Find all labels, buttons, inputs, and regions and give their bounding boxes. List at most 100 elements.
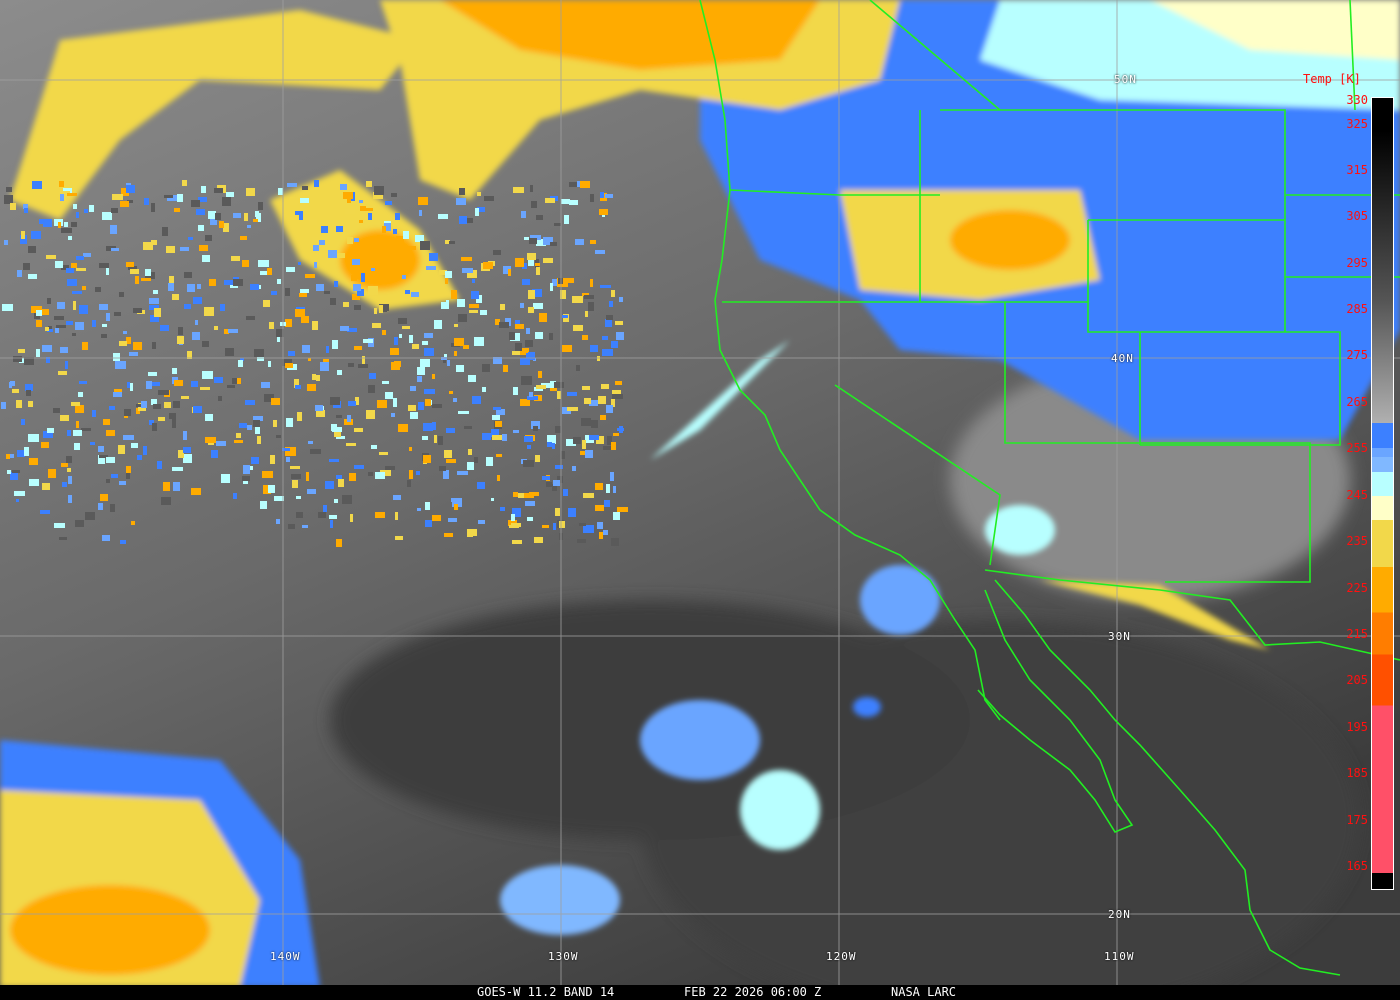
cloud-speckle — [163, 482, 170, 491]
cloud-speckle — [48, 326, 52, 329]
cloud-speckle — [184, 304, 191, 309]
cloud-speckle — [438, 214, 448, 219]
cloud-speckle — [195, 320, 198, 325]
cloud-speckle — [33, 185, 39, 189]
cloud-speckle — [10, 472, 18, 480]
cloud-speckle — [491, 429, 499, 437]
cloud-speckle — [12, 470, 20, 473]
cloud-speckle — [320, 362, 329, 371]
colorbar-tick-label: 175 — [1346, 813, 1368, 827]
cloud-speckle — [46, 357, 50, 363]
cloud-speckle — [177, 336, 184, 344]
cloud-speckle — [533, 303, 543, 309]
cloud-speckle — [76, 268, 86, 271]
cloud-speckle — [416, 471, 420, 475]
cloud-speckle — [533, 426, 538, 431]
cloud-speckle — [617, 507, 628, 512]
cloud-speckle — [472, 529, 477, 536]
cloud-speckle — [446, 459, 456, 463]
cloud-speckle — [334, 432, 341, 437]
cloud-speckle — [17, 270, 22, 277]
cloud-speckle — [454, 351, 457, 356]
cloud-speckle — [247, 225, 251, 228]
cloud-speckle — [405, 246, 416, 250]
cloud-speckle — [133, 308, 142, 313]
cloud-speckle — [468, 449, 472, 455]
cloud-speckle — [268, 361, 271, 367]
cloud-speckle — [146, 381, 152, 389]
cloud-speckle — [148, 372, 157, 376]
cloud-speckle — [126, 185, 135, 193]
cloud-speckle — [382, 381, 389, 384]
cloud-speckle — [244, 213, 248, 221]
lon-label-130w: 130W — [548, 950, 579, 963]
cloud-speckle — [583, 493, 594, 498]
cloud-speckle — [196, 209, 205, 215]
cloud-speckle — [67, 193, 77, 196]
cloud-speckle — [475, 208, 479, 216]
cloud-speckle — [29, 458, 38, 465]
cloud-speckle — [515, 320, 520, 324]
cloud-speckle — [580, 181, 590, 188]
cloud-speckle — [230, 285, 238, 288]
cloud-speckle — [446, 300, 449, 308]
cloud-speckle — [542, 525, 549, 528]
cloud-speckle — [526, 328, 530, 334]
cloud-speckle — [269, 322, 274, 329]
cloud-speckle — [99, 263, 109, 268]
cloud-speckle — [76, 421, 79, 428]
cloud-speckle — [579, 523, 586, 526]
cloud-speckle — [599, 532, 603, 539]
cloud-speckle — [256, 213, 261, 222]
cloud-speckle — [562, 315, 568, 318]
cloud-speckle — [209, 279, 216, 286]
cloud-speckle — [42, 309, 49, 315]
cloud-speckle — [164, 195, 173, 198]
cloud-speckle — [61, 265, 69, 270]
cloud-speckle — [66, 321, 73, 325]
cloud-speckle — [193, 406, 202, 413]
cloud-speckle — [233, 213, 241, 218]
cloud-speckle — [581, 418, 591, 426]
cloud-speckle — [21, 231, 25, 239]
cloud-speckle — [613, 512, 620, 520]
cloud-speckle — [126, 473, 130, 479]
cloud-speckle — [71, 222, 77, 227]
cloud-speckle — [290, 466, 300, 469]
lat-label-50n: 50N — [1114, 73, 1137, 86]
cloud-speckle — [180, 247, 189, 251]
cloud-speckle — [313, 245, 319, 251]
colorbar-tick-label: 330 — [1346, 93, 1368, 107]
cloud-speckle — [615, 381, 622, 385]
cloud-speckle — [119, 481, 126, 485]
cloud-speckle — [515, 258, 524, 267]
cloud-speckle — [572, 296, 583, 303]
cloud-speckle — [64, 222, 68, 227]
cloud-speckle — [43, 431, 53, 438]
cloud-speckle — [157, 461, 162, 469]
cloud-speckle — [47, 329, 53, 332]
cloud-speckle — [336, 415, 342, 418]
cloud-speckle — [174, 208, 180, 212]
cloud-speckle — [420, 241, 430, 250]
cloud-speckle — [613, 486, 616, 493]
cloud-speckle — [17, 450, 25, 457]
lon-label-140w: 140W — [270, 950, 301, 963]
cloud-speckle — [600, 192, 604, 198]
cloud-speckle — [302, 525, 308, 528]
cloud-speckle — [331, 424, 337, 431]
cloud-speckle — [589, 435, 599, 440]
cloud-speckle — [604, 500, 610, 507]
cloud-speckle — [4, 240, 8, 245]
cloud-speckle — [43, 219, 52, 227]
cloud-speckle — [312, 321, 318, 330]
cloud-speckle — [67, 279, 77, 286]
cloud-speckle — [224, 280, 234, 285]
cloud-speckle — [215, 213, 221, 220]
cloud-speckle — [443, 470, 449, 479]
cloud-speckle — [299, 293, 307, 297]
cloud-speckle — [20, 235, 27, 244]
cloud-speckle — [67, 430, 71, 436]
cloud-speckle — [323, 359, 329, 362]
cloud-speckle — [126, 466, 131, 473]
